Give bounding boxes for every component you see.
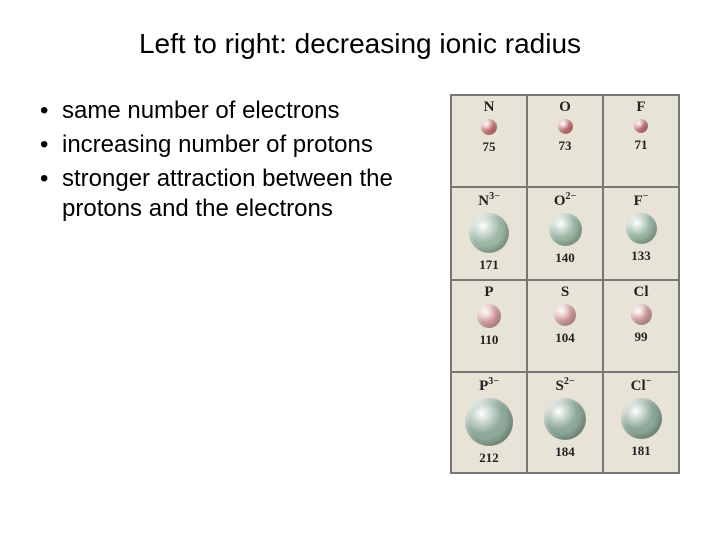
element-symbol: S2− bbox=[555, 377, 574, 394]
slide: Left to right: decreasing ionic radius •… bbox=[0, 0, 720, 540]
atom-sphere-icon bbox=[554, 304, 576, 326]
table-cell: S 104 bbox=[527, 280, 603, 372]
radius-value: 184 bbox=[555, 444, 575, 460]
radius-value: 104 bbox=[555, 330, 575, 346]
element-symbol: Cl bbox=[634, 285, 649, 300]
radius-value: 110 bbox=[480, 332, 499, 348]
element-symbol: O bbox=[559, 100, 571, 115]
element-symbol: N3− bbox=[478, 192, 500, 209]
ionic-radius-table: N 75 O 73 F 71 N3− 171 O2− 140 F− 133 P 110 S 104 Cl 99 P3… bbox=[450, 94, 680, 474]
atom-sphere-icon bbox=[621, 398, 662, 439]
radius-value: 140 bbox=[555, 250, 575, 266]
atom-sphere-icon bbox=[544, 398, 586, 440]
table-cell: P 110 bbox=[451, 280, 527, 372]
table-cell: O2− 140 bbox=[527, 187, 603, 280]
element-symbol: P bbox=[484, 285, 493, 300]
element-symbol: O2− bbox=[554, 192, 576, 209]
bullet-item: • stronger attraction between the proton… bbox=[40, 164, 432, 224]
table-cell: N 75 bbox=[451, 95, 527, 187]
atom-sphere-icon bbox=[477, 304, 501, 328]
bullet-text: increasing number of protons bbox=[62, 130, 373, 160]
radius-value: 212 bbox=[479, 450, 499, 466]
atom-sphere-icon bbox=[558, 119, 573, 134]
bullet-item: • increasing number of protons bbox=[40, 130, 432, 160]
bullet-text: stronger attraction between the protons … bbox=[62, 164, 432, 224]
table-row: N3− 171 O2− 140 F− 133 bbox=[451, 187, 679, 280]
atom-sphere-icon bbox=[481, 119, 497, 135]
slide-title: Left to right: decreasing ionic radius bbox=[40, 28, 680, 60]
table-row: P3− 212 S2− 184 Cl− 181 bbox=[451, 372, 679, 473]
table-cell: Cl 99 bbox=[603, 280, 679, 372]
atom-sphere-icon bbox=[626, 213, 657, 244]
atom-sphere-icon bbox=[634, 119, 648, 133]
element-symbol: F− bbox=[634, 192, 649, 209]
bullet-item: • same number of electrons bbox=[40, 96, 432, 126]
bullet-list: • same number of electrons • increasing … bbox=[40, 94, 432, 228]
radius-value: 171 bbox=[479, 257, 499, 273]
element-symbol: P3− bbox=[479, 377, 499, 394]
table-cell: Cl− 181 bbox=[603, 372, 679, 473]
bullet-dot: • bbox=[40, 130, 62, 160]
table-cell: S2− 184 bbox=[527, 372, 603, 473]
content-row: • same number of electrons • increasing … bbox=[40, 94, 680, 474]
table-row: P 110 S 104 Cl 99 bbox=[451, 280, 679, 372]
element-symbol: N bbox=[484, 100, 495, 115]
radius-value: 71 bbox=[635, 137, 648, 153]
bullet-dot: • bbox=[40, 164, 62, 224]
bullet-text: same number of electrons bbox=[62, 96, 339, 126]
table-cell: F− 133 bbox=[603, 187, 679, 280]
table-cell: F 71 bbox=[603, 95, 679, 187]
element-symbol: F bbox=[636, 100, 645, 115]
element-symbol: Cl− bbox=[631, 377, 652, 394]
atom-sphere-icon bbox=[469, 213, 509, 253]
table-cell: O 73 bbox=[527, 95, 603, 187]
radius-value: 133 bbox=[631, 248, 651, 264]
radius-value: 99 bbox=[635, 329, 648, 345]
table-cell: N3− 171 bbox=[451, 187, 527, 280]
table-row: N 75 O 73 F 71 bbox=[451, 95, 679, 187]
radius-value: 73 bbox=[559, 138, 572, 154]
table-cell: P3− 212 bbox=[451, 372, 527, 473]
bullet-dot: • bbox=[40, 96, 62, 126]
radius-value: 75 bbox=[483, 139, 496, 155]
atom-sphere-icon bbox=[465, 398, 513, 446]
radius-value: 181 bbox=[631, 443, 651, 459]
atom-sphere-icon bbox=[631, 304, 652, 325]
element-symbol: S bbox=[561, 285, 569, 300]
atom-sphere-icon bbox=[549, 213, 582, 246]
